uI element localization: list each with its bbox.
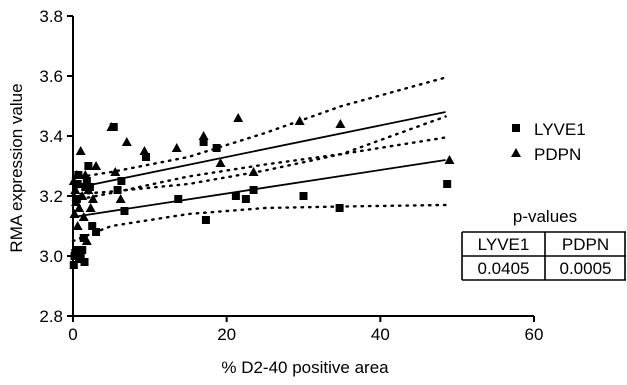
- data-point-lyve1: [299, 192, 308, 200]
- data-point-pdpn: [77, 191, 88, 200]
- y-tick-label: 3.4: [39, 127, 63, 146]
- pvalue-header: PDPN: [562, 235, 609, 254]
- x-axis-title: % D2-40 positive area: [221, 358, 389, 377]
- legend-marker-lyve1: [512, 124, 520, 132]
- data-point-pdpn: [139, 146, 150, 155]
- data-point-pdpn: [110, 167, 121, 176]
- pvalue-cell: 0.0405: [478, 259, 530, 278]
- data-point-lyve1: [85, 183, 94, 191]
- data-point-pdpn: [87, 194, 98, 203]
- pvalue-cell: 0.0005: [560, 259, 612, 278]
- data-point-lyve1: [335, 204, 344, 212]
- legend-label-pdpn: PDPN: [534, 145, 581, 164]
- y-tick-label: 2.8: [39, 307, 63, 326]
- data-point-lyve1: [72, 246, 81, 254]
- data-point-lyve1: [81, 183, 90, 191]
- fit-line-pdpn: [72, 111, 446, 190]
- data-point-pdpn: [72, 221, 83, 230]
- data-point-pdpn: [121, 137, 132, 146]
- pvalue-header: LYVE1: [478, 235, 530, 254]
- data-point-lyve1: [117, 177, 126, 185]
- fit-line-lyve1: [72, 159, 446, 218]
- y-tick-label: 3.6: [39, 67, 63, 86]
- data-point-pdpn: [335, 119, 346, 128]
- ci-lower-lyve1: [71, 203, 447, 243]
- data-point-pdpn: [215, 158, 226, 167]
- data-point-lyve1: [201, 216, 210, 224]
- y-tick-label: 3.0: [39, 247, 63, 266]
- data-point-lyve1: [88, 222, 97, 230]
- x-tick-label: 20: [217, 325, 236, 344]
- y-axis-title: RMA expression value: [7, 83, 26, 252]
- data-point-pdpn: [74, 203, 85, 212]
- legend: LYVE1 PDPN: [511, 120, 586, 164]
- data-point-pdpn: [75, 146, 86, 155]
- legend-marker-pdpn: [511, 148, 521, 157]
- data-point-lyve1: [443, 180, 452, 188]
- data-point-pdpn: [248, 167, 259, 176]
- data-point-pdpn: [106, 122, 117, 131]
- data-point-lyve1: [78, 246, 87, 254]
- data-point-lyve1: [82, 177, 91, 185]
- legend-label-lyve1: LYVE1: [534, 120, 586, 139]
- data-point-pdpn: [85, 203, 96, 212]
- y-tick-label: 3.2: [39, 187, 63, 206]
- data-point-lyve1: [231, 192, 240, 200]
- data-point-lyve1: [249, 186, 258, 194]
- data-point-lyve1: [199, 138, 208, 146]
- data-point-pdpn: [171, 143, 182, 152]
- ci-lower-pdpn: [71, 136, 447, 202]
- data-point-pdpn: [78, 212, 89, 221]
- x-tick-label: 40: [371, 325, 390, 344]
- data-point-lyve1: [241, 195, 250, 203]
- axes: 2.8 3.0 3.2 3.4 3.6 3.8 0 20 40 60: [39, 7, 543, 344]
- x-tick-label: 0: [68, 325, 77, 344]
- y-tick-label: 3.8: [39, 7, 63, 26]
- plot-area: [68, 76, 455, 269]
- data-point-lyve1: [113, 186, 122, 194]
- data-point-lyve1: [174, 195, 183, 203]
- data-point-lyve1: [80, 258, 89, 266]
- data-point-lyve1: [76, 252, 85, 260]
- data-point-pdpn: [81, 236, 92, 245]
- data-point-pdpn: [444, 155, 455, 164]
- data-point-pdpn: [233, 113, 244, 122]
- data-point-pdpn: [71, 170, 82, 179]
- data-point-pdpn: [198, 131, 209, 140]
- data-point-pdpn: [80, 170, 91, 179]
- data-point-lyve1: [120, 207, 129, 215]
- x-tick-label: 60: [525, 325, 544, 344]
- data-point-pdpn: [91, 161, 102, 170]
- data-point-lyve1: [79, 234, 88, 242]
- data-point-pdpn: [294, 116, 305, 125]
- data-point-pdpn: [115, 194, 126, 203]
- p-value-table-title: p-values: [513, 207, 577, 226]
- ci-upper-pdpn: [71, 76, 447, 180]
- ci-upper-lyve1: [71, 115, 447, 196]
- data-point-lyve1: [92, 228, 101, 236]
- data-point-lyve1: [84, 162, 93, 170]
- data-point-lyve1: [212, 144, 221, 152]
- data-point-pdpn: [83, 185, 94, 194]
- data-point-lyve1: [141, 153, 150, 161]
- p-value-table: p-values LYVE1 PDPN 0.0405 0.0005: [461, 207, 626, 281]
